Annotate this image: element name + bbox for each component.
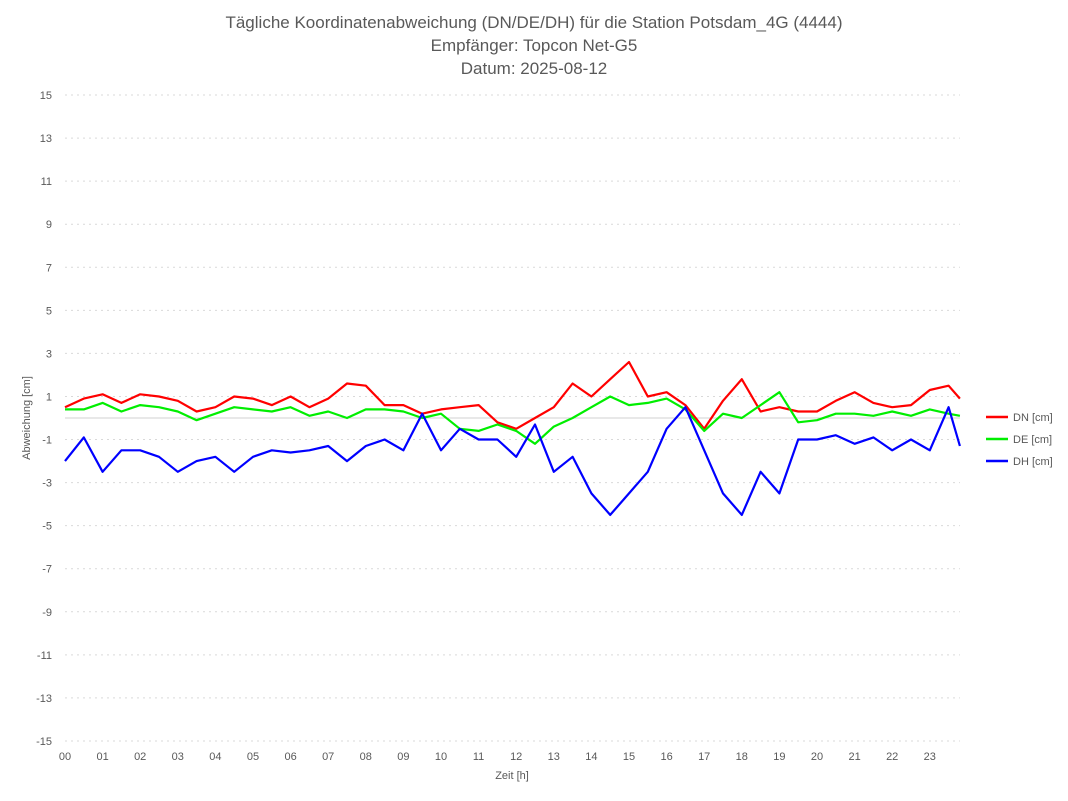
x-tick-label: 07: [322, 751, 334, 763]
y-axis-ticks: 15 13 11 9 7 5 3 1 -1 -3 -5 -7 -9 -11 -13 -15: [36, 90, 52, 748]
x-tick-label: 20: [811, 751, 823, 763]
series-lines: [64, 360, 961, 517]
y-tick-label: 13: [40, 133, 52, 145]
x-tick-label: 06: [284, 751, 296, 763]
x-tick-label: 14: [585, 751, 597, 763]
y-tick-label: 1: [46, 391, 52, 403]
x-tick-label: 00: [59, 751, 71, 763]
x-tick-label: 22: [886, 751, 898, 763]
legend-label: DN [cm]: [1013, 412, 1053, 424]
x-tick-label: 19: [773, 751, 785, 763]
y-tick-label: -13: [36, 693, 52, 705]
x-tick-label: 16: [660, 751, 672, 763]
y-tick-label: 15: [40, 90, 52, 102]
legend-label: DH [cm]: [1013, 456, 1053, 468]
x-tick-label: 23: [924, 751, 936, 763]
y-tick-label: -3: [42, 478, 52, 490]
y-tick-label: 5: [46, 305, 52, 317]
y-tick-label: -15: [36, 736, 52, 748]
chart-title-line-2: Empfänger: Topcon Net-G5: [431, 36, 638, 55]
x-tick-label: 17: [698, 751, 710, 763]
x-tick-label: 11: [473, 751, 484, 763]
series-line-dh: [64, 406, 961, 517]
x-tick-label: 10: [435, 751, 447, 763]
x-axis-ticks: 00 01 02 03 04 05 06 07 08 09 10 11 12 13 14 15 16 17 18 19…: [59, 751, 936, 763]
x-tick-label: 08: [360, 751, 372, 763]
x-axis-label: Zeit [h]: [495, 770, 529, 782]
y-tick-label: -7: [42, 564, 52, 576]
x-tick-label: 03: [172, 751, 184, 763]
y-tick-label: -1: [42, 435, 52, 447]
x-tick-label: 12: [510, 751, 522, 763]
x-tick-label: 04: [209, 751, 221, 763]
x-tick-label: 15: [623, 751, 635, 763]
legend-label: DE [cm]: [1013, 434, 1052, 446]
y-tick-label: -9: [42, 607, 52, 619]
y-tick-label: 9: [46, 219, 52, 231]
x-tick-label: 09: [397, 751, 409, 763]
y-tick-label: 11: [41, 176, 52, 188]
chart-title-line-3: Datum: 2025-08-12: [461, 59, 607, 78]
y-tick-label: -11: [37, 650, 52, 662]
y-tick-label: 3: [46, 348, 52, 360]
series-line-de: [65, 391, 961, 445]
y-tick-label: -5: [42, 521, 52, 533]
legend: DN [cm] DE [cm] DH [cm]: [986, 412, 1053, 468]
x-tick-label: 02: [134, 751, 146, 763]
x-tick-label: 01: [96, 751, 108, 763]
y-axis-label: Abweichung [cm]: [21, 376, 33, 460]
gridlines: [65, 94, 960, 742]
x-tick-label: 21: [848, 751, 860, 763]
y-tick-label: 7: [46, 262, 52, 274]
chart-title-line-1: Tägliche Koordinatenabweichung (DN/DE/DH…: [225, 13, 842, 32]
x-tick-label: 18: [736, 751, 748, 763]
x-tick-label: 13: [548, 751, 560, 763]
series-line-dn: [64, 360, 961, 430]
x-tick-label: 05: [247, 751, 259, 763]
